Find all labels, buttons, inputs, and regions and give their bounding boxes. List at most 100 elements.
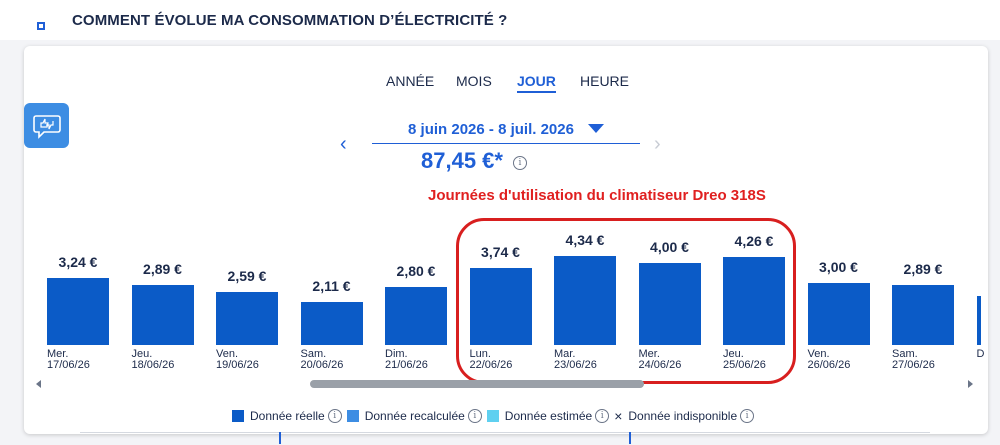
legend-swatch-recalculated <box>346 410 359 422</box>
chart-bar[interactable] <box>807 283 870 345</box>
legend-item-unavailable: × Donnée indisponible i <box>614 408 755 424</box>
annotation-highlight-ellipse <box>456 218 796 384</box>
bar-value-label: 2,59 € <box>227 268 267 284</box>
info-icon[interactable]: i <box>740 409 755 423</box>
legend-item-real: Donnée réelle i <box>232 409 342 423</box>
legend-label: Donnée réelle <box>250 409 325 423</box>
bar-value-label: 3,24 € <box>58 254 98 270</box>
bar-category-label: Ven. 26/06/26 <box>808 349 878 371</box>
category-date: 19/06/26 <box>216 359 259 371</box>
category-day: Lun. <box>469 348 491 360</box>
cross-icon: × <box>614 408 623 424</box>
bar-value-label: 2,80 € <box>396 263 436 279</box>
bar-category-label: Jeu. 18/06/26 <box>132 349 202 371</box>
bar-category-label: Mer. 24/06/26 <box>639 349 709 371</box>
category-day: Dim. <box>385 348 408 360</box>
period-underline <box>372 143 640 144</box>
category-day: Sam. <box>892 348 918 360</box>
bar-value-label: 2,89 € <box>143 261 182 277</box>
bar-category-label-partial: D <box>976 348 985 360</box>
divider-marker <box>279 432 281 444</box>
category-day: Jeu. <box>131 348 153 360</box>
info-icon[interactable]: i <box>327 409 342 423</box>
bar-category-label: Mar. 23/06/26 <box>554 349 624 371</box>
category-date: 18/06/26 <box>131 359 175 371</box>
chart-legend: Donnée réelle i Donnée recalculée i Donn… <box>232 408 759 424</box>
bar-value-label: 2,89 € <box>903 261 943 277</box>
divider-marker <box>629 432 631 444</box>
chart-bar[interactable] <box>131 285 194 345</box>
next-period-button[interactable]: › <box>654 133 661 155</box>
legend-swatch-real <box>232 410 244 422</box>
category-day: Mer. <box>47 348 69 360</box>
bar-value-label: 3,00 € <box>819 259 858 275</box>
bar-value-label: 2,11 € <box>312 278 351 294</box>
tab-jour[interactable]: JOUR <box>517 73 556 93</box>
consumption-card <box>24 46 988 434</box>
chart-bar[interactable] <box>385 287 447 345</box>
period-tabs: ANNÉE MOIS JOUR HEURE <box>0 73 1000 93</box>
legend-item-recalculated: Donnée recalculée i <box>346 409 482 423</box>
category-day: Ven. <box>807 348 830 360</box>
bar-value-label: 3,74 € <box>481 244 520 260</box>
tab-heure[interactable]: HEURE <box>580 73 630 89</box>
period-label: 8 juin 2026 - 8 juil. 2026 <box>408 121 574 138</box>
page-title: COMMENT ÉVOLUE MA CONSOMMATION D’ÉLECTRI… <box>72 12 508 29</box>
scroll-left-arrow-icon[interactable] <box>36 380 41 388</box>
category-day: Mar. <box>554 348 576 360</box>
bar-category-label: Jeu. 25/06/26 <box>723 349 793 371</box>
bar-category-label: Ven. 19/06/26 <box>216 349 286 371</box>
chart-bar[interactable] <box>638 263 701 345</box>
info-icon[interactable]: i <box>595 409 610 423</box>
category-date: 20/06/26 <box>300 359 344 371</box>
chart-bar[interactable] <box>469 268 532 345</box>
chart-bar[interactable] <box>47 278 109 345</box>
bar-value-label: 4,26 € <box>734 233 774 249</box>
category-day: Sam. <box>300 348 327 360</box>
square-bullet-icon <box>37 22 45 30</box>
category-date: 22/06/26 <box>469 359 513 371</box>
legend-label: Donnée indisponible <box>628 409 738 423</box>
legend-swatch-estimated <box>486 410 499 422</box>
bar-category-label: Dim. 21/06/26 <box>385 349 455 371</box>
bar-category-label: Lun. 22/06/26 <box>470 349 540 371</box>
chart-bar[interactable] <box>554 256 616 345</box>
total-amount: 87,45 €* <box>421 148 503 173</box>
category-date: 27/06/26 <box>892 359 935 371</box>
chat-thumbs-icon[interactable] <box>24 103 69 148</box>
info-icon[interactable]: i <box>467 409 482 423</box>
chart-bar[interactable] <box>216 292 278 345</box>
annotation-text: Journées d'utilisation du climatiseur Dr… <box>428 187 766 204</box>
info-icon[interactable]: i <box>512 156 527 170</box>
period-selector[interactable]: 8 juin 2026 - 8 juil. 2026 <box>372 121 640 138</box>
legend-item-estimated: Donnée estimée i <box>486 409 610 423</box>
category-date: 21/06/26 <box>385 359 428 371</box>
category-date: 24/06/26 <box>638 359 682 371</box>
bar-category-label: Mer. 17/06/26 <box>47 349 117 371</box>
category-day: Mer. <box>638 348 660 360</box>
tab-annee[interactable]: ANNÉE <box>386 73 435 89</box>
bar-category-label: Sam. 20/06/26 <box>301 349 371 371</box>
scroll-right-arrow-icon[interactable] <box>968 380 973 388</box>
scrollbar-thumb[interactable] <box>310 380 644 388</box>
chart-bar-partial <box>976 296 981 345</box>
period-total: 87,45 €* i <box>421 148 527 174</box>
category-day: Ven. <box>216 348 239 360</box>
category-date: 17/06/26 <box>47 359 90 371</box>
previous-period-button[interactable]: ‹ <box>340 133 347 155</box>
bar-category-label: Sam. 27/06/26 <box>892 349 962 371</box>
title-row: COMMENT ÉVOLUE MA CONSOMMATION D’ÉLECTRI… <box>0 0 1000 40</box>
caret-down-icon <box>587 124 604 133</box>
chart-bar[interactable] <box>892 285 954 345</box>
bar-value-label: 4,34 € <box>565 232 605 248</box>
legend-label: Donnée recalculée <box>364 409 465 423</box>
category-date: 23/06/26 <box>554 359 597 371</box>
bar-value-label: 4,00 € <box>650 239 689 255</box>
chart-bar[interactable] <box>300 302 363 345</box>
legend-label: Donnée estimée <box>504 409 593 423</box>
category-date: 25/06/26 <box>723 359 766 371</box>
chart-bar[interactable] <box>723 257 785 345</box>
bottom-divider <box>80 432 930 445</box>
tab-mois[interactable]: MOIS <box>456 73 492 89</box>
category-day: Jeu. <box>723 348 744 360</box>
